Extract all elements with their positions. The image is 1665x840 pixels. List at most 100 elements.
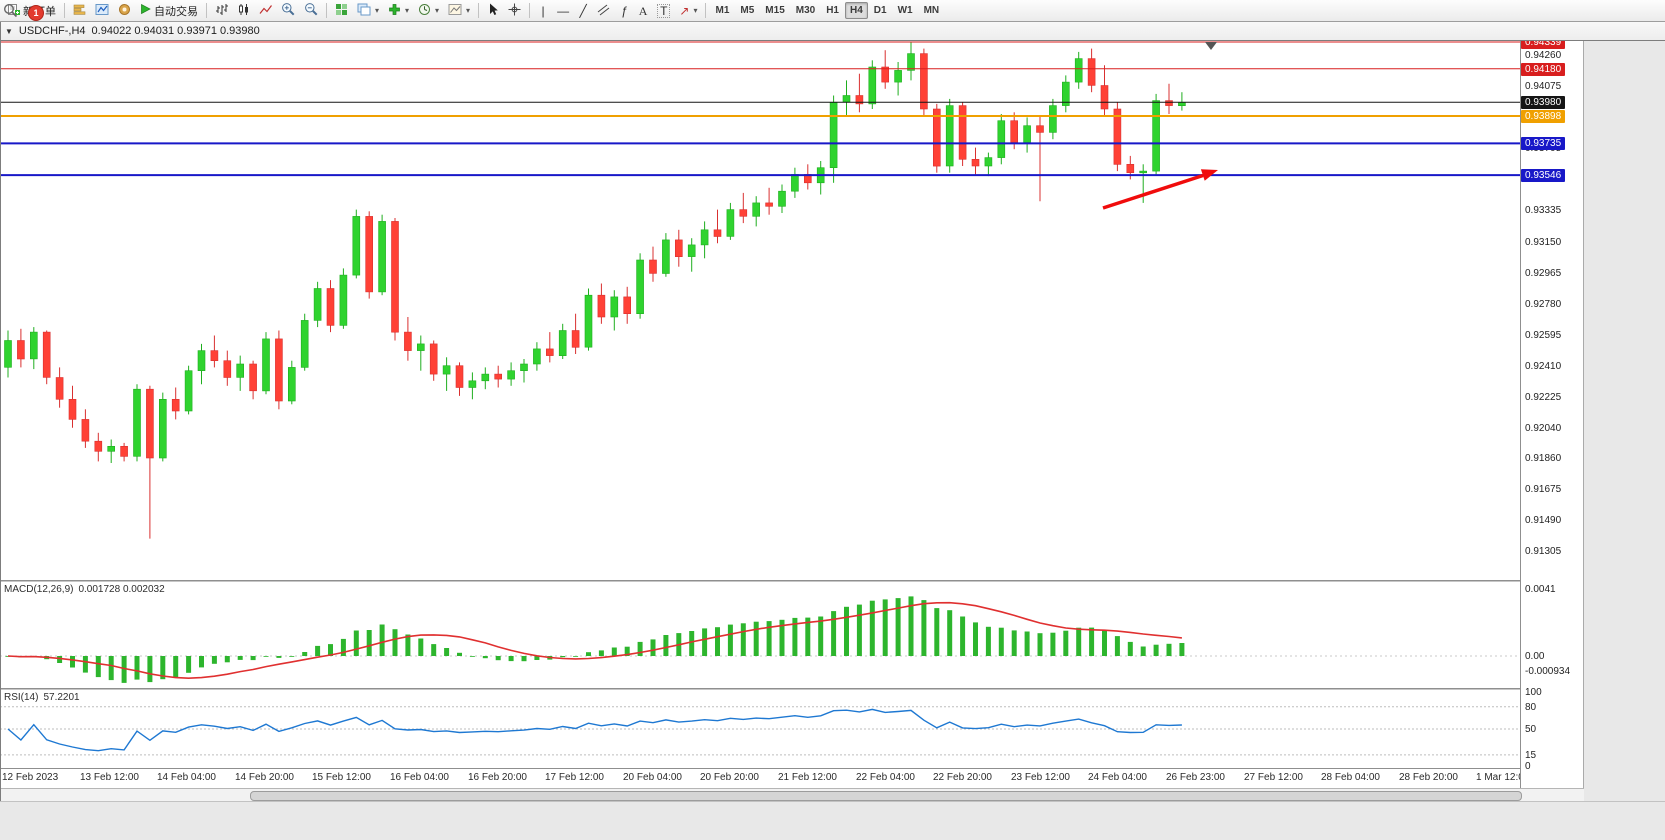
- bar-chart-icon: [215, 3, 228, 19]
- time-axis-label: 20 Feb 04:00: [623, 772, 682, 783]
- horizontal-line-button[interactable]: —: [553, 2, 573, 20]
- timeframe-d1-button[interactable]: D1: [873, 5, 887, 16]
- chart-title-bar[interactable]: ▼ USDCHF-,H4 0.94022 0.94031 0.93971 0.9…: [0, 22, 1665, 41]
- time-axis-label: 14 Feb 04:00: [157, 772, 216, 783]
- candle: [713, 229, 722, 237]
- axis-label: 0.92040: [1525, 423, 1562, 434]
- timeframe-w1-button[interactable]: W1: [897, 5, 913, 16]
- time-axis-label: 23 Feb 12:00: [1011, 772, 1070, 783]
- tile-windows-icon: [335, 3, 348, 19]
- timeframe-mn-button[interactable]: MN: [923, 5, 940, 16]
- timeframe-m1-button[interactable]: M1: [715, 5, 730, 16]
- price-tag: 0.94339: [1521, 41, 1566, 49]
- time-axis-label: 24 Feb 04:00: [1088, 772, 1147, 783]
- axis-label: 0.91675: [1525, 484, 1562, 495]
- candle: [907, 53, 915, 71]
- candle: [404, 331, 412, 351]
- text-button[interactable]: A: [634, 2, 652, 20]
- templates-button[interactable]: ▾: [444, 2, 474, 20]
- timeframe-h4-button[interactable]: H4: [845, 2, 868, 19]
- arrow-annotation-head: [1200, 169, 1218, 181]
- axis-label: 0.91860: [1525, 453, 1562, 464]
- macd-values: 0.001728 0.002032: [78, 584, 165, 595]
- candle: [958, 105, 967, 160]
- timeframe-m30-button[interactable]: M30: [795, 5, 816, 16]
- timeframe-h1-button[interactable]: H1: [826, 5, 839, 16]
- price-tag: 0.93980: [1521, 96, 1566, 109]
- vertical-line-button[interactable]: |: [534, 2, 552, 20]
- text-label-button[interactable]: T: [653, 2, 674, 20]
- pane-splitter[interactable]: [0, 688, 1584, 690]
- fibonacci-button[interactable]: ƒ: [615, 2, 633, 20]
- new-chart-button[interactable]: [91, 2, 113, 20]
- candle: [300, 320, 309, 368]
- line-chart-button[interactable]: [255, 2, 276, 20]
- price-chart-canvas[interactable]: [0, 41, 1520, 580]
- candlestick-chart-icon: [237, 3, 250, 19]
- market-depth-icon: [73, 3, 86, 19]
- chart-symbol-title: USDCHF-,H4: [18, 25, 86, 37]
- time-axis-label: 13 Feb 12:00: [80, 772, 139, 783]
- candle: [442, 365, 451, 375]
- zoom-out-icon: [304, 2, 318, 19]
- periods-button[interactable]: ▾: [414, 2, 443, 20]
- horizontal-line-icon: —: [557, 3, 570, 18]
- candle: [1036, 125, 1044, 133]
- candle: [610, 296, 619, 318]
- candle: [429, 343, 438, 375]
- candlestick-chart-button[interactable]: [233, 2, 254, 20]
- candle: [1126, 164, 1135, 174]
- zoom-in-button[interactable]: [277, 2, 299, 20]
- horizontal-scrollbar[interactable]: [0, 788, 1584, 801]
- trendline-button[interactable]: ╱: [574, 2, 592, 20]
- zoom-out-button[interactable]: [300, 2, 322, 20]
- axis-label: 15: [1525, 750, 1537, 761]
- arrows-button[interactable]: ↗ ▾: [675, 2, 701, 20]
- candle: [636, 259, 644, 315]
- candle: [107, 445, 115, 452]
- candle: [365, 216, 374, 293]
- axis-label: 0.91305: [1525, 546, 1562, 557]
- candle: [416, 343, 425, 351]
- collapse-chart-icon[interactable]: ▼: [5, 26, 13, 36]
- candle: [481, 373, 490, 382]
- rsi-chart-canvas[interactable]: [0, 690, 1520, 768]
- fibonacci-icon: ƒ: [620, 3, 628, 18]
- crosshair-button[interactable]: [504, 2, 525, 20]
- axis-label: 0.0041: [1525, 584, 1556, 595]
- candle: [791, 174, 799, 192]
- new-chart-icon: [95, 3, 109, 19]
- notification-badge[interactable]: 1: [28, 5, 44, 21]
- axis-label: 0.93335: [1525, 205, 1562, 216]
- macd-chart-canvas[interactable]: [0, 582, 1520, 688]
- indicators-button[interactable]: ▾: [384, 2, 413, 20]
- arrow-annotation[interactable]: [1102, 173, 1204, 210]
- pane-splitter[interactable]: [0, 580, 1584, 582]
- time-axis[interactable]: 12 Feb 2023 13 Feb 12:00 14 Feb 04:00 14 Fe…: [0, 769, 1584, 788]
- candle: [249, 363, 257, 392]
- axis-label: 0.92965: [1525, 268, 1562, 279]
- candle: [455, 365, 464, 388]
- scrollbar-thumb[interactable]: [250, 791, 1522, 801]
- time-axis-label: 26 Feb 23:00: [1166, 772, 1225, 783]
- candle: [726, 209, 735, 237]
- timeframe-m5-button[interactable]: M5: [740, 5, 755, 16]
- candle: [17, 340, 25, 360]
- market-depth-button[interactable]: [69, 2, 90, 20]
- timeframe-m15-button[interactable]: M15: [765, 5, 785, 16]
- auto-trading-button[interactable]: 自动交易: [136, 2, 202, 20]
- equidistant-channel-button[interactable]: [593, 2, 614, 20]
- price-axis[interactable]: 0.942600.940750.937050.935200.933350.931…: [1520, 41, 1584, 788]
- candle: [765, 202, 773, 207]
- search-icon[interactable]: [3, 3, 18, 23]
- cursor-button[interactable]: [483, 2, 503, 20]
- tile-windows-button[interactable]: [331, 2, 352, 20]
- axis-label: 0.94260: [1525, 50, 1562, 61]
- candle: [133, 388, 141, 457]
- candle: [674, 239, 683, 257]
- cascade-windows-button[interactable]: ▾: [353, 2, 383, 20]
- bar-chart-button[interactable]: [211, 2, 232, 20]
- community-button[interactable]: [114, 2, 135, 20]
- auto-trading-play-icon: [140, 3, 151, 18]
- candle: [55, 377, 64, 400]
